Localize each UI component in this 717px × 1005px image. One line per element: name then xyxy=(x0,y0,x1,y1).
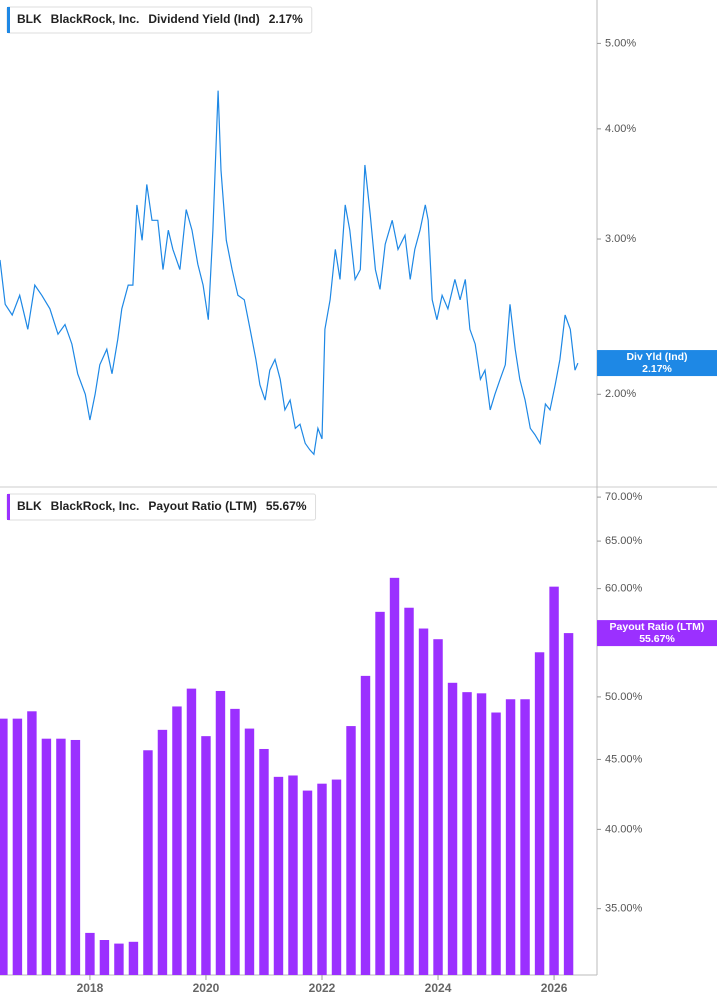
badge-value: 55.67% xyxy=(639,633,675,645)
bar xyxy=(186,688,197,975)
bar xyxy=(360,675,371,975)
bar xyxy=(389,577,400,975)
legend-swatch xyxy=(7,494,10,520)
bar xyxy=(418,628,429,975)
bar xyxy=(447,682,458,975)
y-tick-label: 65.00% xyxy=(605,535,643,547)
bar xyxy=(549,586,559,975)
bar xyxy=(520,699,530,975)
y-tick-label: 5.00% xyxy=(605,37,636,49)
bar xyxy=(259,748,269,975)
y-tick-label: 45.00% xyxy=(605,753,643,765)
y-tick-label: 70.00% xyxy=(605,491,643,503)
bar xyxy=(433,639,443,975)
badge-value: 2.17% xyxy=(642,363,672,375)
bar xyxy=(114,943,124,975)
bar xyxy=(404,607,414,975)
y-tick-label: 50.00% xyxy=(605,691,643,703)
badge-name: Div Yld (Ind) xyxy=(626,351,687,363)
x-tick-label: 2020 xyxy=(193,981,220,995)
bar xyxy=(99,940,110,975)
x-tick-label: 2026 xyxy=(541,981,568,995)
bar xyxy=(41,738,52,975)
yield-line xyxy=(0,90,579,456)
bar xyxy=(201,736,211,975)
legend-company: BlackRock, Inc. xyxy=(51,499,140,513)
value-badge xyxy=(597,620,717,647)
bar xyxy=(534,652,545,975)
badge-name: Payout Ratio (LTM) xyxy=(610,621,705,633)
bar xyxy=(491,712,501,975)
bar xyxy=(476,693,487,975)
legend-value: 2.17% xyxy=(269,12,303,26)
bar xyxy=(317,783,327,975)
legend-company: BlackRock, Inc. xyxy=(51,12,140,26)
legend-value: 55.67% xyxy=(266,499,307,513)
x-tick-label: 2024 xyxy=(425,981,452,995)
bar xyxy=(70,739,81,975)
y-tick-label: 3.00% xyxy=(605,233,636,245)
bar xyxy=(12,718,23,975)
bar xyxy=(273,776,284,975)
y-tick-label: 2.00% xyxy=(605,388,636,400)
legend-series: Dividend Yield (Ind) xyxy=(148,12,259,26)
bar xyxy=(346,726,356,975)
value-badge xyxy=(597,350,717,377)
bar xyxy=(302,790,313,975)
legend-swatch xyxy=(7,7,10,33)
bar xyxy=(215,690,226,975)
bar xyxy=(157,729,168,975)
bar xyxy=(331,779,342,975)
y-tick-label: 4.00% xyxy=(605,123,636,135)
bar xyxy=(27,711,37,975)
x-tick-label: 2022 xyxy=(309,981,336,995)
bar xyxy=(563,633,574,975)
bar xyxy=(375,611,385,975)
bar xyxy=(505,699,516,975)
legend-ticker: BLK xyxy=(17,499,42,513)
legend-ticker: BLK xyxy=(17,12,42,26)
y-tick-label: 35.00% xyxy=(605,903,643,915)
bar xyxy=(0,718,8,975)
legend-series: Payout Ratio (LTM) xyxy=(148,499,256,513)
bar xyxy=(172,706,182,975)
bar xyxy=(143,750,153,975)
bar xyxy=(288,775,298,975)
bar xyxy=(56,738,66,975)
bar xyxy=(128,941,139,975)
y-tick-label: 40.00% xyxy=(605,823,643,835)
legend: BLK BlackRock, Inc. Dividend Yield (Ind) 2.… xyxy=(6,6,313,34)
bar xyxy=(230,708,240,975)
bar xyxy=(462,692,472,975)
legend: BLK BlackRock, Inc. Payout Ratio (LTM) 55.6… xyxy=(6,493,317,521)
bar xyxy=(85,932,95,975)
bar xyxy=(244,728,255,975)
x-tick-label: 2018 xyxy=(77,981,104,995)
y-tick-label: 60.00% xyxy=(605,583,643,595)
